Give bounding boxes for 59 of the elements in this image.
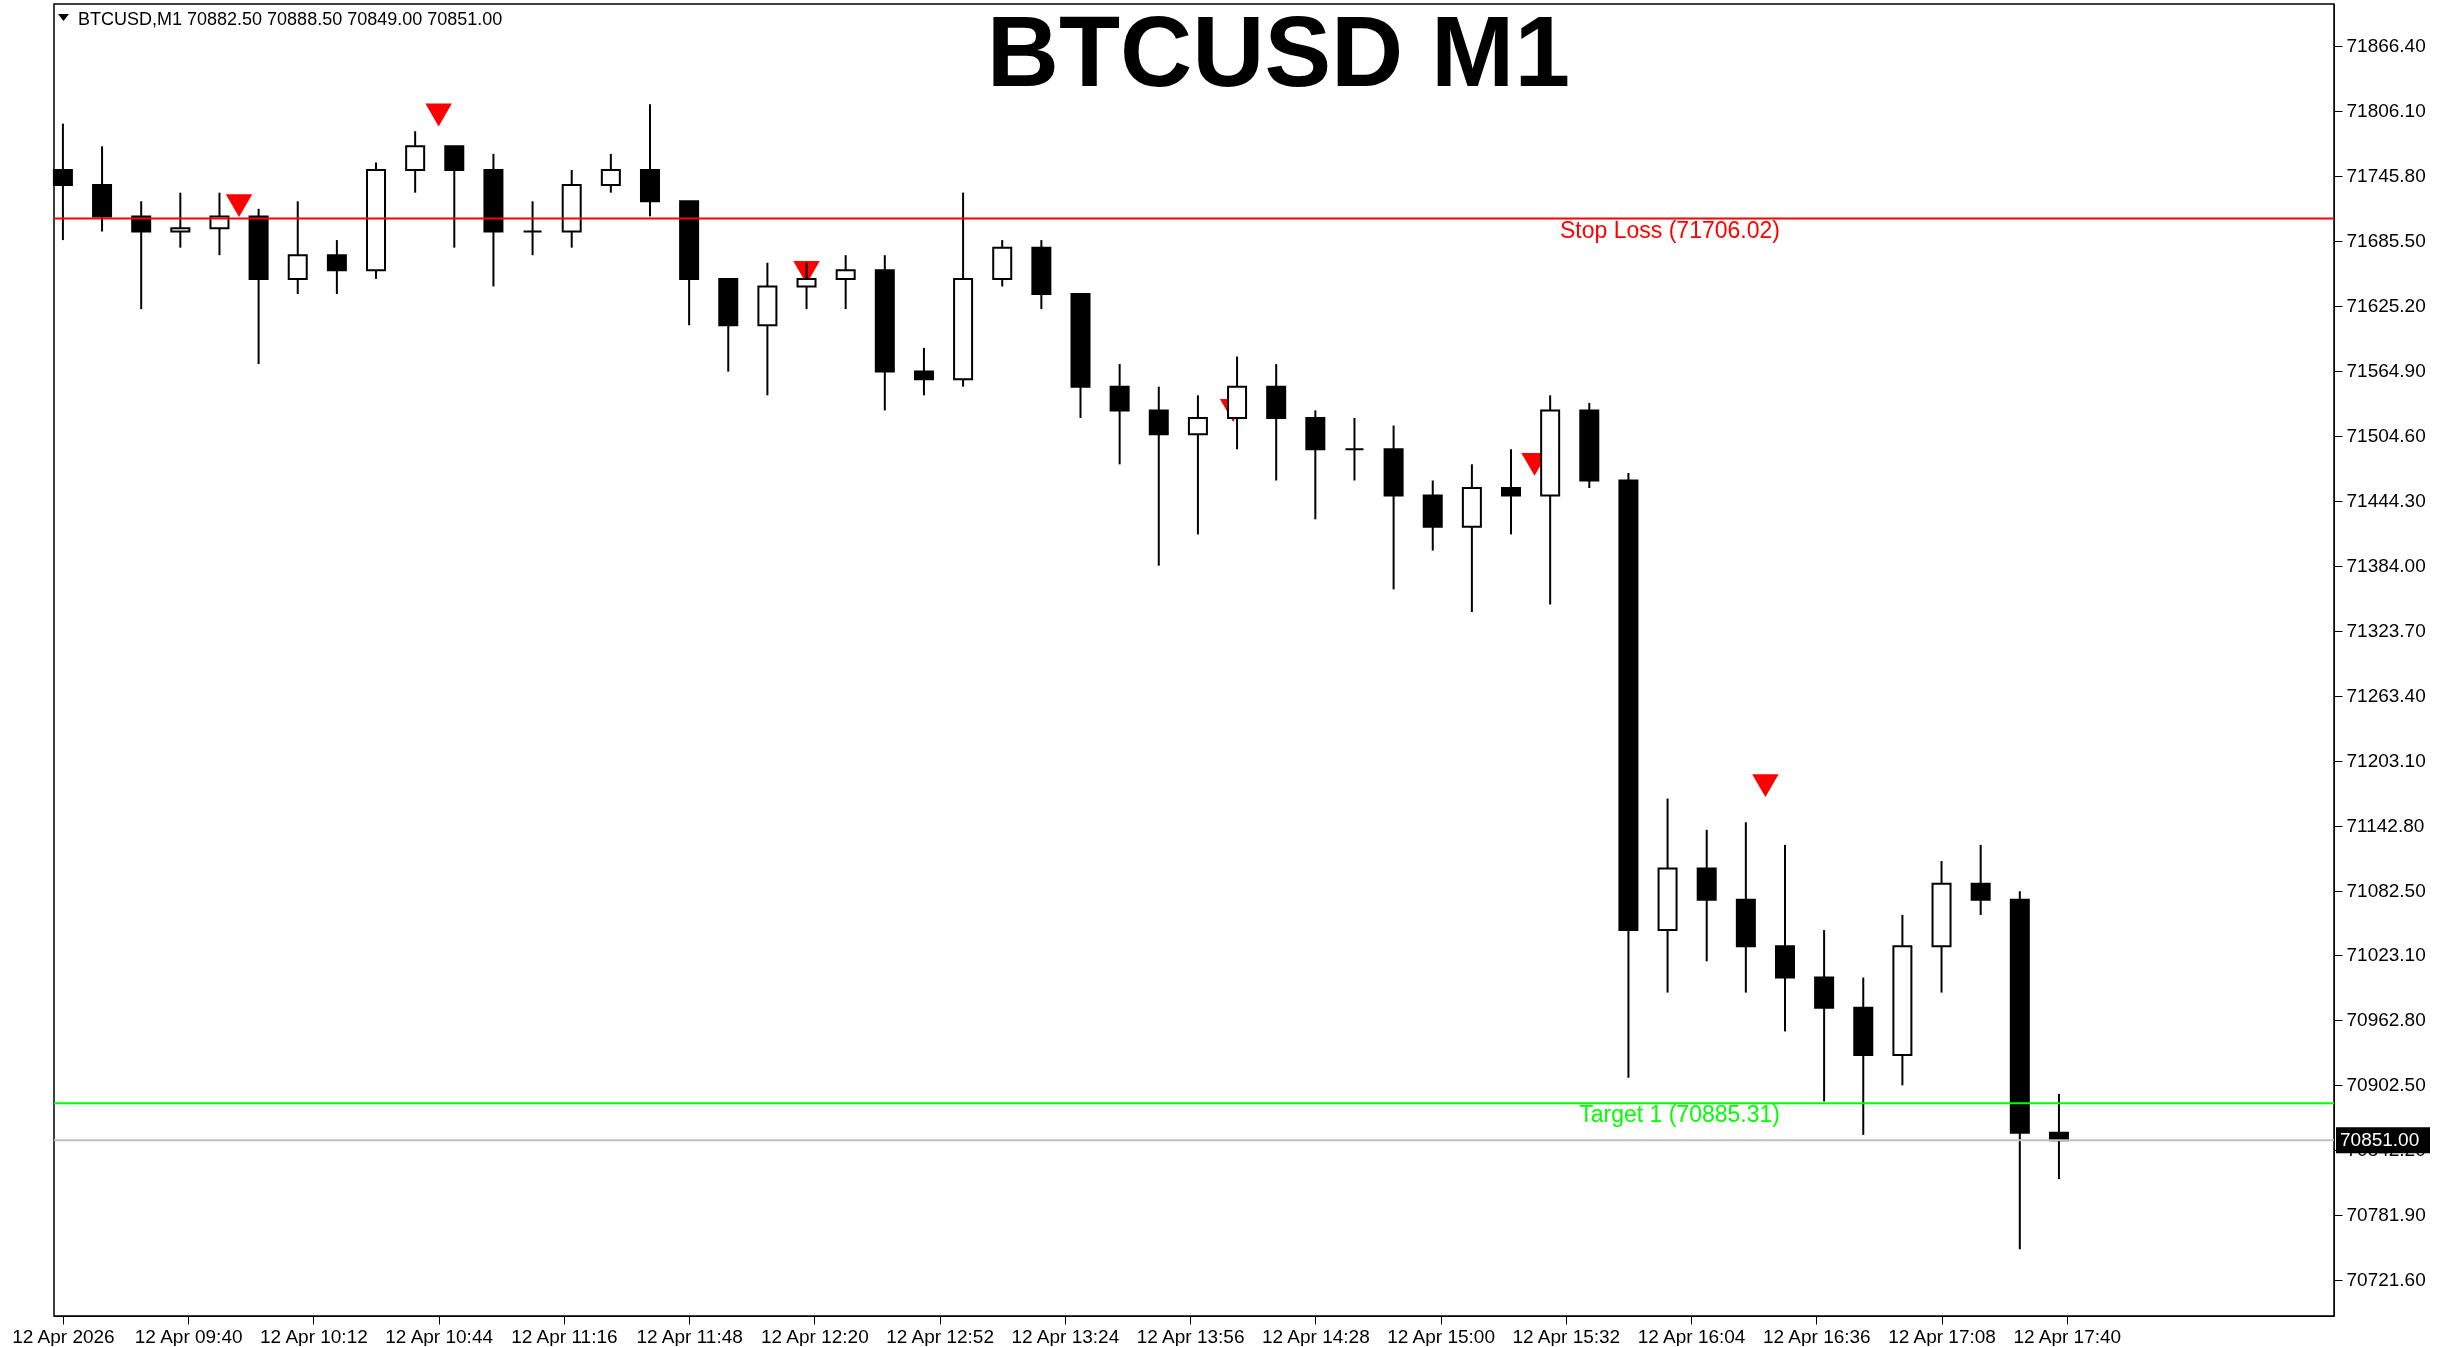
candlestick: [522, 200, 543, 257]
x-tick-label: 12 Apr 09:40: [134, 1325, 243, 1347]
annotation: BTCUSD,M1 70882.50 70888.50 70849.00 70851.00: [78, 9, 503, 29]
y-tick-label: 71082.50: [2346, 880, 2426, 902]
candlestick: [1344, 416, 1365, 482]
x-tick-label: 12 Apr 2026: [12, 1325, 115, 1347]
candlestick: [835, 254, 856, 311]
y-tick-label: 70781.90: [2346, 1204, 2426, 1226]
x-tick-label: 12 Apr 13:24: [1011, 1325, 1120, 1347]
x-tick-label: 12 Apr 14:28: [1261, 1325, 1370, 1347]
y-tick-label: 70962.80: [2346, 1009, 2426, 1031]
x-tick-label: 12 Apr 16:04: [1637, 1325, 1746, 1347]
candlestick: [405, 130, 426, 194]
x-tick-label: 12 Apr 13:56: [1136, 1325, 1245, 1347]
candlestick: [1148, 385, 1169, 567]
text: 70851.00: [2340, 1129, 2420, 1151]
candlestick: [326, 239, 347, 295]
x-tick-label: 12 Apr 10:44: [385, 1325, 494, 1347]
y-tick-label: 71625.20: [2346, 295, 2426, 317]
candlestick: [1109, 363, 1130, 466]
y-tick-label: 70721.60: [2346, 1269, 2426, 1291]
y-tick-label: 71323.70: [2346, 620, 2426, 642]
x-tick-label: 12 Apr 10:12: [260, 1325, 368, 1347]
x-tick-label: 12 Apr 11:16: [511, 1325, 618, 1347]
y-tick-label: 71384.00: [2346, 555, 2426, 577]
x-tick-label: 12 Apr 12:20: [760, 1325, 869, 1347]
x-tick-label: 12 Apr 15:00: [1387, 1325, 1495, 1347]
x-tick-label: 12 Apr 17:40: [2013, 1325, 2122, 1347]
candlestick: [170, 191, 191, 249]
y-tick-label: 71504.60: [2346, 425, 2426, 447]
point: [225, 194, 253, 218]
y-tick-label: 71806.10: [2346, 100, 2426, 122]
candlestick: [600, 152, 621, 194]
x-tick-label: 12 Apr 11:48: [636, 1325, 743, 1347]
y-tick-label: 71444.30: [2346, 490, 2426, 512]
candlestick: [1187, 394, 1208, 536]
x-tick-label: 12 Apr 15:32: [1512, 1325, 1621, 1347]
y-tick-label: 71866.40: [2346, 35, 2426, 57]
y-tick-label: 71263.40: [2346, 685, 2426, 707]
candlestick: [1501, 448, 1522, 536]
point: [425, 103, 452, 127]
y-tick-label: 71023.10: [2346, 944, 2426, 966]
x-tick-label: 12 Apr 17:08: [1888, 1325, 1996, 1347]
candlestick: [287, 200, 308, 295]
x-tick-label: 12 Apr 12:52: [886, 1325, 994, 1347]
ref-line-label: Target 1 (70885.31): [1579, 1101, 1780, 1128]
candlestick: [1970, 843, 1991, 916]
x-tick-label: 12 Apr 16:36: [1762, 1325, 1871, 1347]
ref-line-label: Stop Loss (71706.02): [1560, 216, 1780, 243]
y-tick-label: 71685.50: [2346, 230, 2426, 252]
y-tick-label: 70902.50: [2346, 1074, 2426, 1096]
y-tick-label: 71564.90: [2346, 360, 2426, 382]
chart-title: BTCUSD M1: [986, 0, 1571, 107]
y-tick-label: 71142.80: [2346, 815, 2425, 837]
y-tick-label: 71745.80: [2346, 165, 2426, 187]
candlestick: [913, 346, 934, 397]
candlestick: [444, 145, 465, 249]
point: [1752, 774, 1779, 798]
y-tick-label: 71203.10: [2346, 750, 2426, 772]
